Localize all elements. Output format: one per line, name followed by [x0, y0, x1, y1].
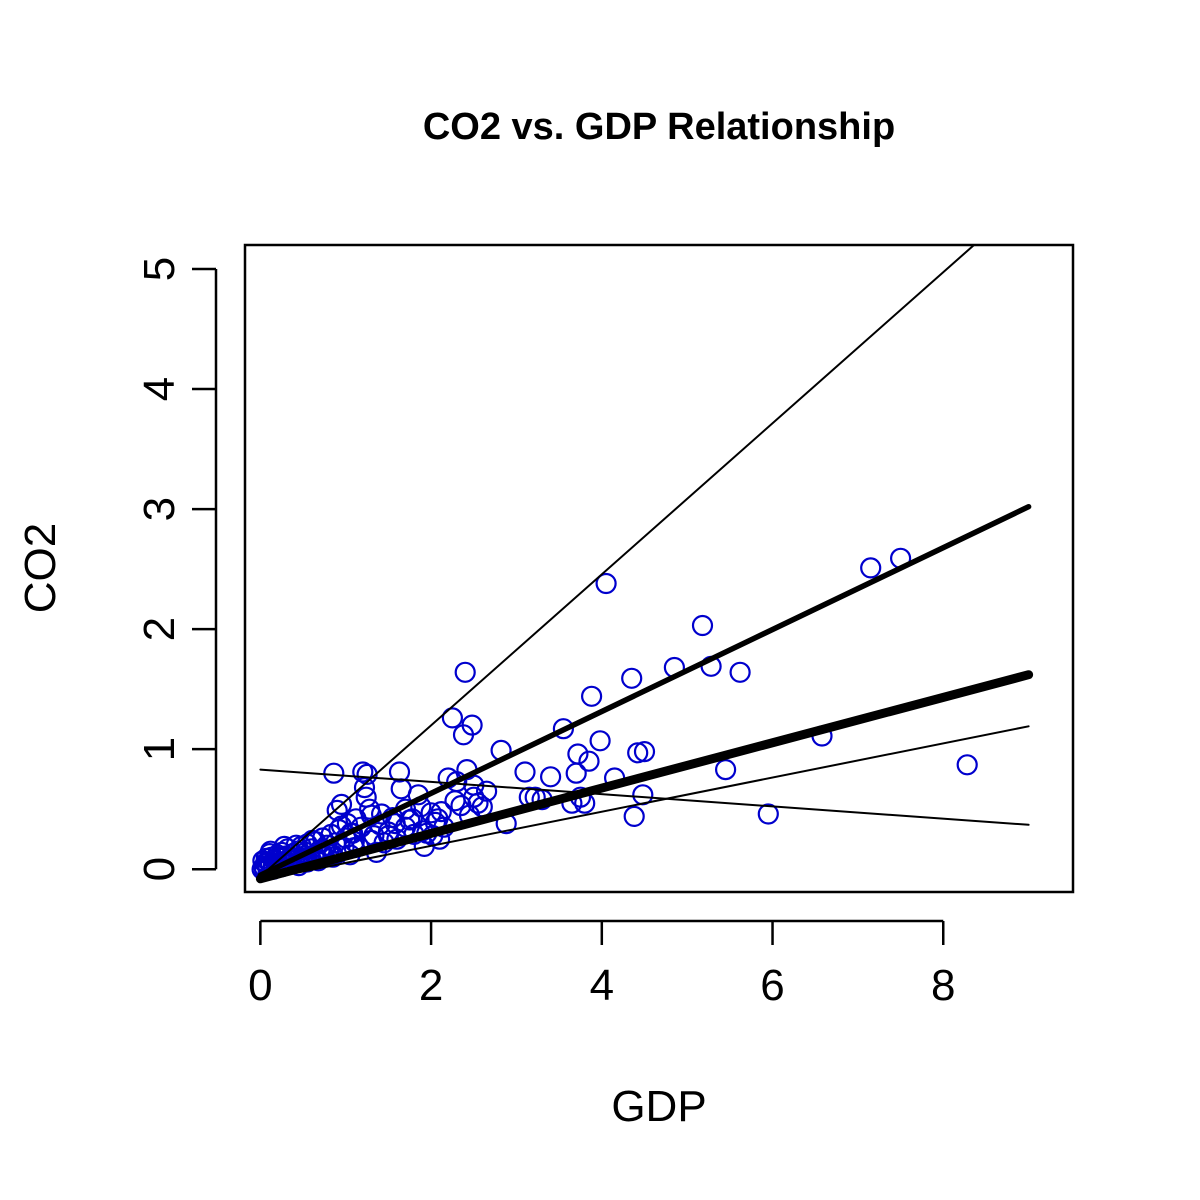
- fit-line-4: [259, 768, 1030, 826]
- chart-title: CO2 vs. GDP Relationship: [423, 106, 895, 148]
- data-point: [539, 766, 562, 788]
- x-tick-label: 4: [590, 961, 614, 1010]
- y-axis: 0 1 2 3 4 5: [135, 257, 218, 881]
- y-tick-label: 1: [135, 737, 184, 761]
- x-tick-label: 2: [419, 961, 443, 1010]
- data-point: [461, 714, 483, 736]
- x-tick-label: 0: [248, 961, 272, 1010]
- data-point: [633, 740, 656, 763]
- fit-line-2: [255, 670, 1034, 884]
- data-point: [330, 793, 353, 816]
- data-point: [580, 685, 603, 707]
- y-tick-label: 5: [135, 257, 184, 281]
- data-point: [729, 661, 751, 683]
- data-point: [621, 667, 643, 689]
- x-tick-label: 8: [931, 961, 955, 1010]
- fit-line-5: [259, 245, 975, 878]
- data-point: [552, 718, 575, 740]
- data-point: [323, 762, 345, 784]
- data-point: [956, 754, 978, 776]
- data-point: [567, 743, 589, 765]
- y-tick-label: 2: [135, 617, 184, 641]
- data-point: [565, 762, 587, 784]
- data-point: [623, 805, 645, 828]
- y-axis-label: CO2: [16, 523, 65, 613]
- data-point: [691, 614, 714, 637]
- data-point: [352, 761, 374, 783]
- data-point: [514, 761, 536, 783]
- data-point: [454, 661, 476, 683]
- y-tick-label: 3: [135, 497, 184, 521]
- data-point: [441, 707, 463, 729]
- y-tick-label: 4: [135, 377, 184, 401]
- plot-frame: [243, 243, 1075, 894]
- data-point: [757, 803, 779, 825]
- data-point: [420, 802, 442, 824]
- y-tick-label: 0: [135, 857, 184, 881]
- data-point: [388, 761, 411, 783]
- data-point: [589, 730, 611, 752]
- data-point: [444, 790, 466, 812]
- data-point: [353, 776, 376, 799]
- data-point: [476, 780, 498, 802]
- x-axis: 0 2 4 6 8: [248, 919, 955, 1010]
- data-point: [595, 572, 617, 595]
- x-tick-label: 6: [760, 961, 784, 1010]
- data-point: [714, 758, 737, 781]
- data-point: [355, 786, 377, 808]
- data-point: [578, 750, 600, 772]
- x-axis-label: GDP: [611, 1082, 706, 1131]
- plot-area: [251, 245, 1034, 884]
- fit-line-1: [257, 503, 1032, 878]
- data-point: [260, 840, 282, 862]
- fit-line-3: [259, 725, 1030, 881]
- data-point: [627, 742, 649, 764]
- data-point: [860, 557, 882, 579]
